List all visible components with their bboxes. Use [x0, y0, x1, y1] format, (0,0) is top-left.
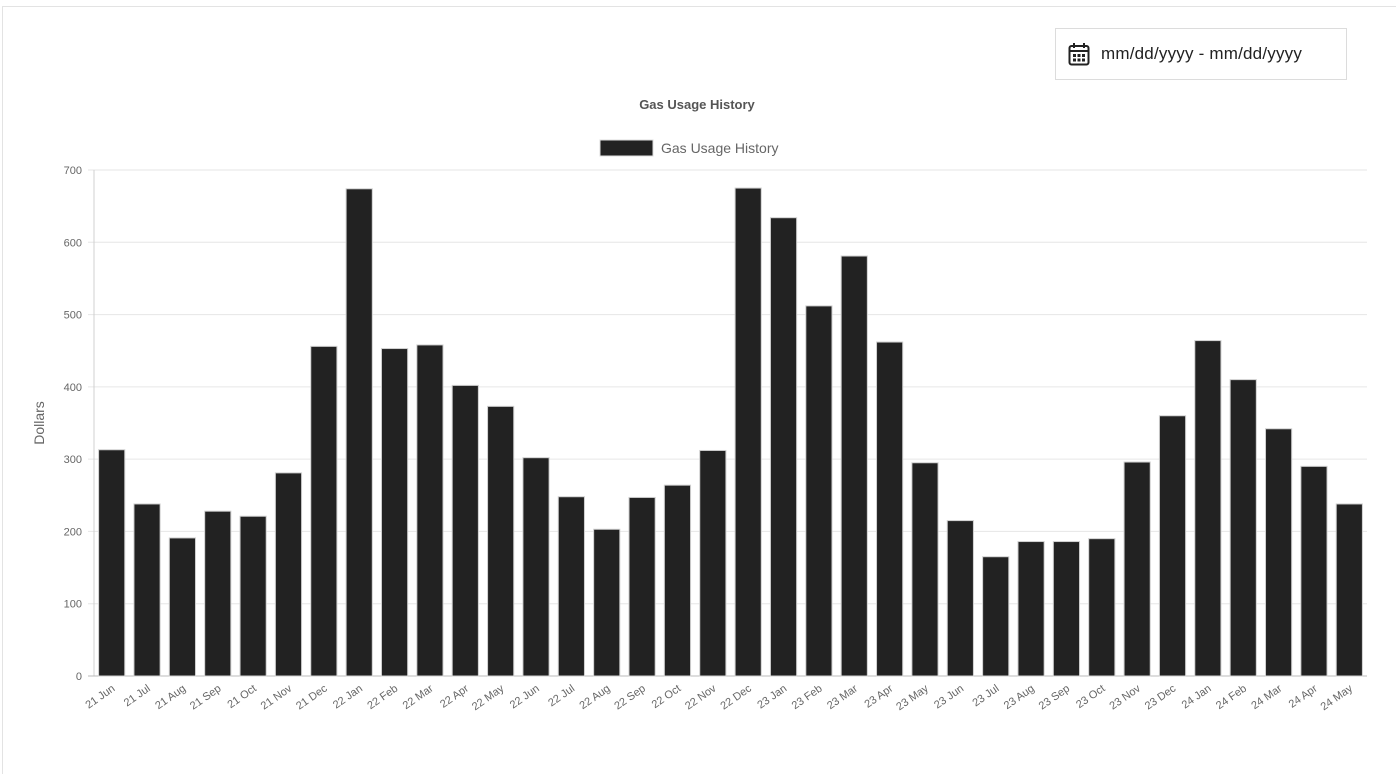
- y-tick-label: 0: [76, 671, 82, 683]
- legend-label: Gas Usage History: [661, 140, 778, 156]
- bar[interactable]: [1335, 503, 1363, 677]
- x-tick-label: 22 Jan: [331, 683, 365, 712]
- bar[interactable]: [451, 384, 479, 677]
- bar[interactable]: [416, 344, 444, 677]
- y-tick-label: 200: [64, 526, 82, 538]
- x-tick-label: 22 Jul: [546, 683, 577, 710]
- bar[interactable]: [133, 503, 161, 677]
- x-tick-label: 23 Oct: [1074, 683, 1107, 711]
- calendar-icon: [1068, 43, 1090, 66]
- date-range-placeholder: mm/dd/yyyy - mm/dd/yyyy: [1101, 44, 1303, 63]
- y-tick-label: 600: [64, 237, 82, 249]
- x-tick-label: 22 Sep: [612, 683, 647, 713]
- bar[interactable]: [1265, 428, 1293, 677]
- bar[interactable]: [769, 217, 798, 677]
- x-tick-label: 24 Feb: [1214, 683, 1249, 712]
- bar[interactable]: [982, 556, 1010, 677]
- bar[interactable]: [204, 510, 232, 677]
- x-tick-label: 22 Nov: [683, 682, 719, 712]
- x-tick-label: 21 Sep: [188, 683, 223, 713]
- bar[interactable]: [1017, 541, 1045, 677]
- x-tick-label: 22 Jun: [508, 683, 542, 712]
- x-tick-label: 23 Feb: [790, 683, 825, 712]
- bar[interactable]: [1158, 415, 1187, 677]
- bar[interactable]: [274, 472, 303, 677]
- bar[interactable]: [239, 515, 267, 677]
- bar[interactable]: [805, 305, 833, 677]
- x-tick-label: 22 Oct: [650, 683, 683, 711]
- bar[interactable]: [487, 405, 515, 677]
- bar[interactable]: [345, 188, 373, 677]
- bar[interactable]: [946, 520, 974, 677]
- x-tick-label: 23 Jun: [932, 683, 966, 712]
- bar[interactable]: [911, 462, 939, 677]
- bar[interactable]: [876, 341, 904, 677]
- x-tick-label: 22 May: [470, 682, 507, 713]
- x-tick-label: 23 Nov: [1107, 682, 1143, 712]
- bar[interactable]: [840, 255, 868, 677]
- bar[interactable]: [1088, 538, 1116, 677]
- bar[interactable]: [628, 496, 656, 677]
- x-tick-label: 22 Feb: [365, 683, 400, 712]
- y-tick-label: 500: [64, 310, 82, 322]
- bar[interactable]: [380, 348, 409, 677]
- bar[interactable]: [168, 537, 196, 677]
- x-tick-label: 21 Jun: [83, 683, 117, 712]
- y-tick-label: 700: [64, 165, 82, 177]
- x-tick-label: 24 May: [1319, 682, 1356, 713]
- x-tick-label: 23 Dec: [1143, 682, 1179, 712]
- chart-legend[interactable]: Gas Usage History: [599, 139, 778, 157]
- y-tick-label: 100: [64, 599, 82, 611]
- bar[interactable]: [98, 449, 126, 677]
- x-tick-label: 23 Jan: [755, 683, 789, 712]
- x-tick-label: 24 Jan: [1180, 683, 1214, 712]
- bar[interactable]: [1052, 541, 1081, 677]
- date-range-picker[interactable]: mm/dd/yyyy - mm/dd/yyyy: [1055, 28, 1347, 80]
- bar[interactable]: [522, 457, 550, 677]
- x-tick-label: 23 Aug: [1002, 683, 1037, 712]
- x-tick-label: 22 Aug: [578, 683, 613, 712]
- y-axis-label: Dollars: [31, 401, 47, 445]
- bar[interactable]: [699, 449, 727, 677]
- x-tick-label: 24 Mar: [1249, 682, 1284, 712]
- bar[interactable]: [1300, 465, 1328, 677]
- x-tick-label: 22 Dec: [718, 682, 754, 712]
- y-tick-label: 300: [64, 454, 82, 466]
- bar[interactable]: [1229, 379, 1257, 677]
- x-tick-label: 23 May: [894, 682, 931, 713]
- x-tick-label: 21 Jul: [122, 683, 153, 710]
- x-tick-label: 21 Aug: [153, 683, 188, 712]
- x-tick-label: 22 Mar: [401, 682, 436, 712]
- bar[interactable]: [1194, 340, 1222, 677]
- bar[interactable]: [557, 496, 585, 677]
- bar[interactable]: [1123, 461, 1151, 677]
- x-tick-label: 23 Jul: [970, 683, 1001, 710]
- chart-title: Gas Usage History: [639, 97, 755, 112]
- x-tick-label: 24 Apr: [1287, 682, 1320, 710]
- x-tick-label: 23 Apr: [862, 682, 895, 710]
- x-tick-label: 21 Nov: [259, 682, 295, 712]
- chart-panel: [2, 6, 1396, 774]
- x-tick-label: 22 Apr: [438, 682, 471, 710]
- x-tick-label: 21 Oct: [225, 683, 258, 711]
- bar[interactable]: [310, 345, 338, 677]
- y-tick-label: 400: [64, 382, 82, 394]
- x-tick-label: 23 Mar: [825, 682, 860, 712]
- x-tick-label: 23 Sep: [1037, 683, 1072, 713]
- bar[interactable]: [593, 528, 621, 677]
- bar[interactable]: [734, 187, 762, 677]
- x-tick-label: 21 Dec: [294, 682, 330, 712]
- legend-swatch: [599, 139, 654, 157]
- bar[interactable]: [663, 484, 692, 677]
